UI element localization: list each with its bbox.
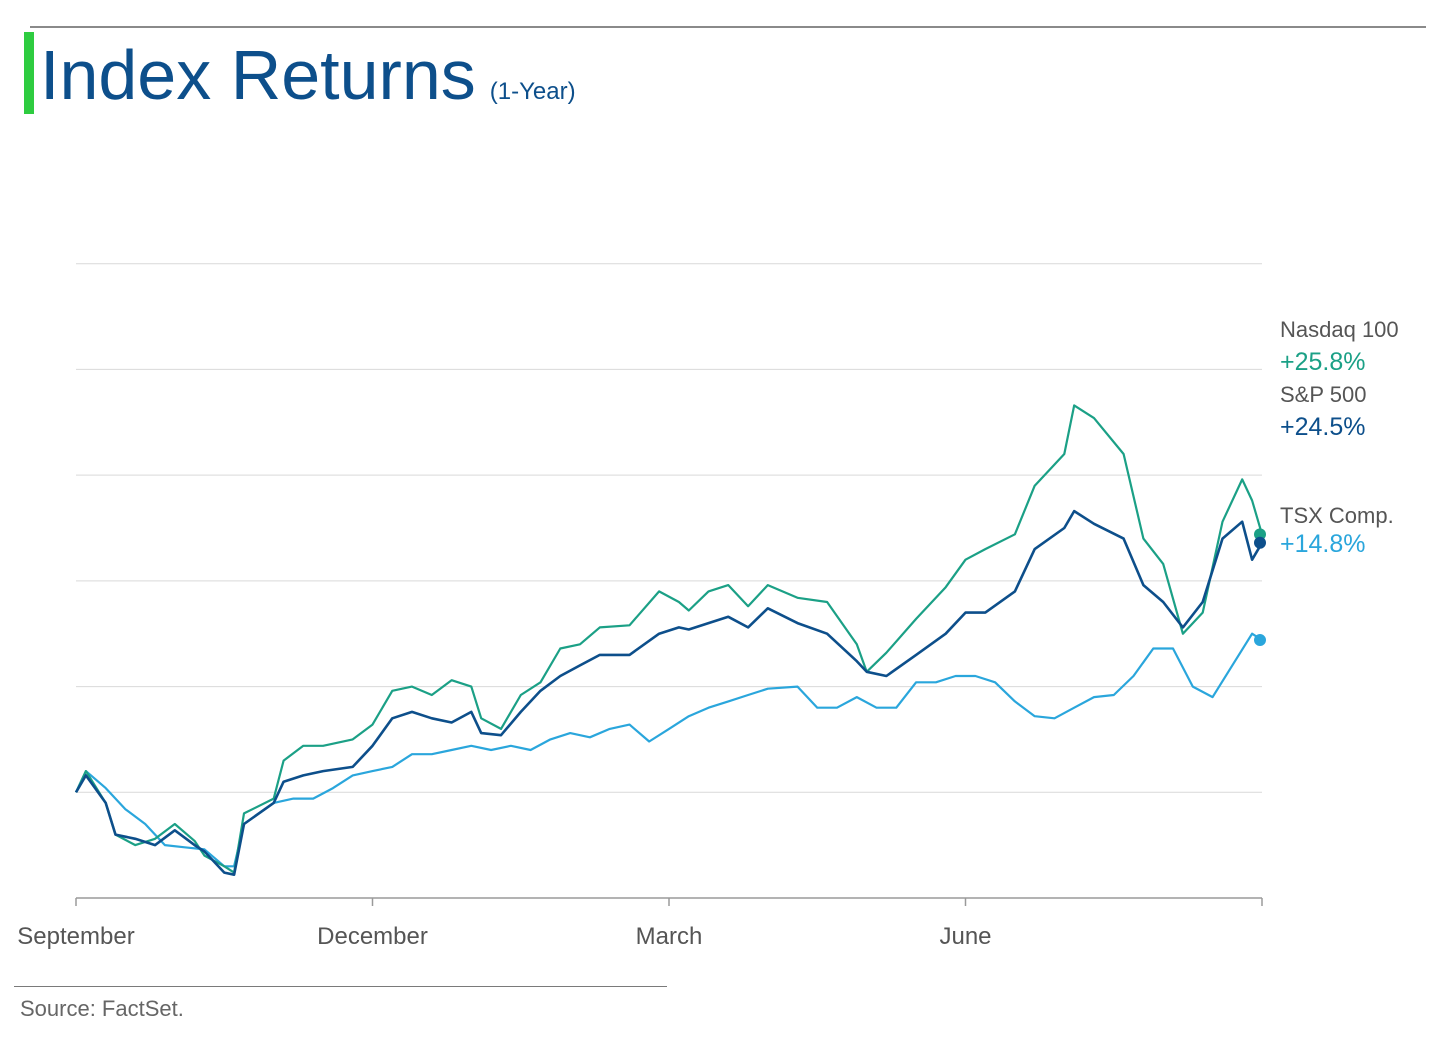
series-lines [74, 404, 1264, 876]
series-name-s-p-500: S&P 500 [1280, 382, 1366, 407]
end-markers [1254, 528, 1266, 647]
chart-title-text: Index Returns [40, 36, 476, 114]
chart-title: Index Returns (1-Year) [40, 30, 576, 137]
top-rule [30, 26, 1426, 28]
series-line-s-p-500 [74, 509, 1264, 876]
x-tick-label: June [939, 923, 991, 950]
series-name-tsx-comp: TSX Comp. [1280, 503, 1394, 528]
series-value-tsx-comp: +14.8% [1280, 530, 1366, 558]
x-tick-label: December [317, 923, 428, 950]
end-labels: Nasdaq 100 +25.8% S&P 500 +24.5% TSX Comp.+1… [1280, 317, 1399, 558]
x-tick-label: September [17, 923, 134, 950]
series-name-nasdaq-100: Nasdaq 100 [1280, 317, 1399, 342]
series-value-s-p-500: +24.5% [1280, 413, 1366, 441]
chart-subtitle: (1-Year) [489, 78, 576, 105]
series-line-tsx-comp [75, 632, 1263, 868]
series-value-nasdaq-100: +25.8% [1280, 348, 1366, 376]
end-marker-tsx-comp [1254, 634, 1266, 647]
end-marker-nasdaq-100 [1254, 528, 1266, 541]
title-accent-bar [24, 32, 34, 114]
source-note: Source: FactSet. [20, 996, 184, 1021]
source-rule [14, 986, 667, 987]
x-axis: September December March June [17, 897, 1263, 950]
x-tick-label: March [636, 923, 703, 950]
end-marker-s-p-500 [1254, 536, 1266, 549]
grid-lines [76, 263, 1262, 793]
